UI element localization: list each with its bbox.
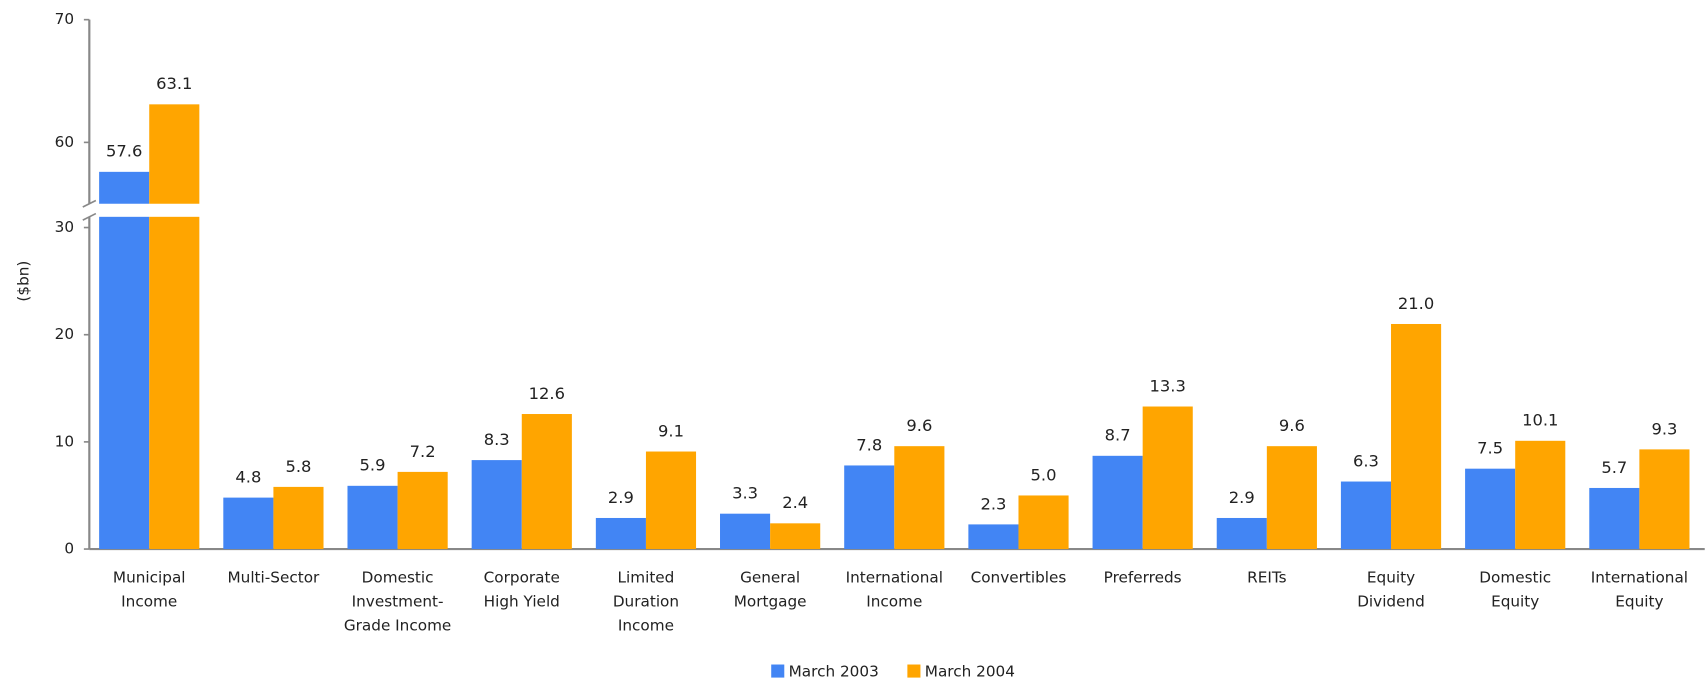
value-label: 10.1 [1522,411,1558,430]
value-label: 8.7 [1105,426,1131,445]
legend-swatch [907,664,921,678]
y-tick-label: 10 [55,432,74,450]
bar [471,460,522,550]
y-tick-label: 60 [55,133,74,151]
legend-label: March 2004 [925,663,1015,681]
bar [844,465,895,550]
bar [894,446,945,550]
legend-swatch [771,664,785,678]
value-label: 7.5 [1477,439,1503,458]
x-tick-label: Convertibles [971,568,1067,586]
bar [1391,323,1442,550]
value-label: 9.6 [1279,416,1305,435]
bar [1216,517,1267,550]
value-label: 3.3 [732,484,758,503]
bar [1515,440,1566,550]
x-tick-label: International Income [846,568,943,610]
axis-break-gap [80,203,1704,217]
bar [1340,481,1392,550]
x-tick-label: General Mortgage [734,568,807,610]
bar [1639,449,1690,550]
value-label: 5.7 [1601,458,1627,477]
bar [1589,487,1640,550]
y-tick-label: 20 [55,325,74,343]
value-label: 8.3 [484,430,510,449]
value-label: 2.3 [980,494,1006,513]
bar [1142,406,1193,550]
bar [1092,455,1143,550]
bar [99,171,150,550]
bar [397,471,448,550]
bar [720,513,771,550]
y-axis-label: ($bn) [14,261,32,302]
bar [968,524,1019,550]
x-tick-label: Limited Duration Income [613,568,679,634]
bar [1465,468,1516,550]
value-label: 2.9 [608,488,634,507]
value-label: 6.3 [1353,451,1379,470]
value-label: 9.1 [658,421,684,440]
value-label: 12.6 [529,384,565,403]
value-label: 5.9 [360,456,386,475]
bar [521,414,572,550]
x-tick-label: Corporate High Yield [484,568,560,610]
x-tick-label: REITs [1247,568,1287,586]
value-label: 7.2 [410,442,436,461]
bar [770,523,821,550]
value-label: 4.8 [235,468,261,487]
bar [149,104,200,550]
bar [347,485,398,550]
value-label: 9.6 [906,416,932,435]
bar [273,486,324,550]
x-tick-label: Equity Dividend [1357,568,1425,610]
value-label: 57.6 [106,142,142,161]
axis-break-mark [82,199,97,208]
value-label: 7.8 [856,435,882,454]
axis-break-mark [82,212,97,221]
x-tick-label: Preferreds [1104,568,1182,586]
legend-label: March 2003 [789,663,879,681]
value-label: 21.0 [1398,294,1434,313]
bar [223,497,274,550]
bar [1018,495,1069,550]
y-tick-label: 30 [55,218,74,236]
value-label: 2.4 [782,493,808,512]
x-tick-label: Municipal Income [113,568,186,610]
value-label: 2.9 [1229,488,1255,507]
value-label: 5.0 [1031,465,1057,484]
bar [1266,446,1317,550]
x-tick-label: Multi-Sector [228,568,321,586]
bar [645,451,697,550]
value-label: 9.3 [1651,419,1677,438]
x-tick-label: Domestic Investment-Grade Income [344,568,451,634]
value-label: 5.8 [285,457,311,476]
x-tick-label: Domestic Equity [1479,568,1551,610]
value-label: 63.1 [156,74,192,93]
y-tick-label: 70 [55,10,74,28]
y-tick-label: 0 [64,540,74,558]
x-tick-label: International Equity [1591,568,1688,610]
bar [595,517,646,550]
value-label: 13.3 [1150,376,1186,395]
